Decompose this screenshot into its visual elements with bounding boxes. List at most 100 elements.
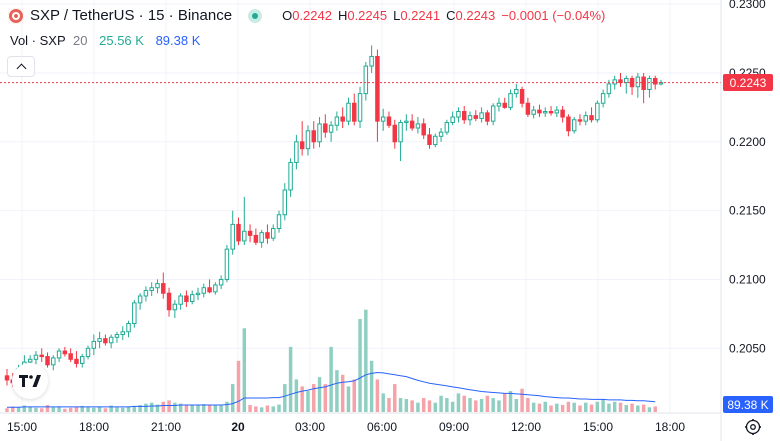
chart-settings-icon[interactable] bbox=[744, 418, 762, 436]
volume-bar bbox=[497, 400, 501, 412]
price-tick-label: 0.2150 bbox=[729, 204, 766, 218]
candle bbox=[294, 134, 299, 170]
candle bbox=[218, 275, 224, 290]
candle bbox=[45, 352, 50, 368]
volume-bar bbox=[641, 404, 646, 412]
candle bbox=[438, 128, 444, 142]
volume-bar bbox=[109, 405, 113, 412]
volume-bar bbox=[271, 406, 275, 412]
symbol-title[interactable]: SXP / TetherUS · 15 · Binance bbox=[30, 7, 233, 24]
volume-bar bbox=[340, 374, 345, 412]
volume-bar bbox=[294, 379, 299, 412]
tradingview-logo[interactable] bbox=[12, 363, 48, 399]
candle bbox=[259, 229, 264, 248]
volume-bar bbox=[358, 318, 362, 412]
candle bbox=[161, 272, 166, 299]
volume-bar bbox=[630, 403, 634, 412]
volume-bar bbox=[155, 404, 160, 412]
candle bbox=[108, 334, 114, 349]
volume-bar bbox=[335, 370, 339, 412]
candle bbox=[247, 224, 253, 243]
candle bbox=[473, 110, 479, 122]
candle bbox=[531, 106, 536, 119]
volume-bar bbox=[213, 404, 218, 412]
volume-bar bbox=[178, 403, 183, 412]
price-tick-label: 0.2100 bbox=[729, 272, 766, 286]
volume-bar bbox=[16, 407, 21, 412]
candle bbox=[166, 287, 172, 317]
volume-bar bbox=[421, 398, 426, 412]
tradingview-logo-icon bbox=[19, 375, 41, 387]
volume-bar bbox=[346, 386, 351, 412]
candle bbox=[624, 75, 629, 94]
candle bbox=[485, 110, 490, 126]
candle bbox=[85, 345, 91, 360]
candle bbox=[357, 86, 363, 129]
volume-bar bbox=[63, 408, 67, 412]
candle bbox=[635, 72, 641, 98]
candle bbox=[114, 331, 120, 343]
volume-bar bbox=[479, 398, 484, 412]
low-label: L bbox=[393, 8, 401, 23]
collapse-legend-button[interactable] bbox=[7, 56, 35, 77]
candle bbox=[595, 100, 600, 123]
volume-bar bbox=[543, 401, 547, 412]
candle bbox=[207, 279, 212, 294]
candle bbox=[74, 351, 79, 368]
candle bbox=[577, 114, 583, 126]
volume-bar bbox=[502, 393, 507, 412]
close-label: C bbox=[446, 8, 456, 23]
volume-bars bbox=[5, 309, 657, 412]
candle bbox=[39, 348, 44, 363]
volume-bar bbox=[265, 405, 270, 412]
candle bbox=[380, 108, 386, 131]
volume-ma-value: 89.38 K bbox=[155, 33, 201, 48]
candle bbox=[149, 282, 154, 296]
volume-bar bbox=[375, 379, 380, 412]
candle bbox=[647, 75, 652, 98]
candle bbox=[571, 117, 577, 134]
candle bbox=[340, 107, 345, 129]
volume-bar bbox=[364, 309, 368, 412]
candle bbox=[68, 348, 73, 363]
volume-bar bbox=[144, 403, 148, 412]
market-status-icon[interactable] bbox=[248, 8, 263, 23]
time-axis[interactable]: 15:00 18:00 21:00 20 03:00 06:00 09:00 12:00 15:… bbox=[7, 420, 685, 434]
candle bbox=[195, 287, 201, 301]
candle bbox=[143, 286, 149, 302]
volume-bar bbox=[537, 403, 542, 412]
candle bbox=[132, 300, 137, 328]
volume-bar bbox=[11, 406, 15, 412]
candle bbox=[189, 290, 195, 305]
price-tick-label: 0.2200 bbox=[729, 135, 766, 149]
high-value: 0.2245 bbox=[347, 8, 388, 23]
candle bbox=[583, 111, 588, 126]
volume-bar bbox=[450, 401, 455, 412]
volume-bar bbox=[173, 402, 177, 412]
volume-bar bbox=[416, 402, 420, 412]
candle bbox=[560, 106, 565, 123]
candle bbox=[224, 245, 230, 283]
volume-bar bbox=[485, 395, 490, 412]
candle bbox=[543, 107, 548, 118]
volume-bar bbox=[317, 377, 322, 412]
candle bbox=[253, 228, 259, 246]
volume-bar bbox=[80, 405, 84, 412]
last-price-badge: 0.2243 bbox=[723, 74, 773, 92]
candle bbox=[554, 106, 560, 118]
candle bbox=[421, 118, 426, 140]
candle bbox=[155, 279, 160, 294]
volume-bar bbox=[560, 405, 565, 412]
volume-bar bbox=[277, 404, 281, 412]
volume-legend[interactable]: Vol · SXP 20 25.56 K 89.38 K bbox=[10, 33, 200, 48]
candle bbox=[288, 158, 293, 197]
candle bbox=[456, 107, 461, 123]
volume-bar bbox=[387, 398, 391, 412]
time-tick-label: 15:00 bbox=[7, 420, 37, 434]
candle bbox=[299, 121, 305, 156]
volume-length: 20 bbox=[73, 33, 88, 48]
volume-bar bbox=[242, 328, 247, 412]
volume-bar bbox=[566, 401, 571, 412]
